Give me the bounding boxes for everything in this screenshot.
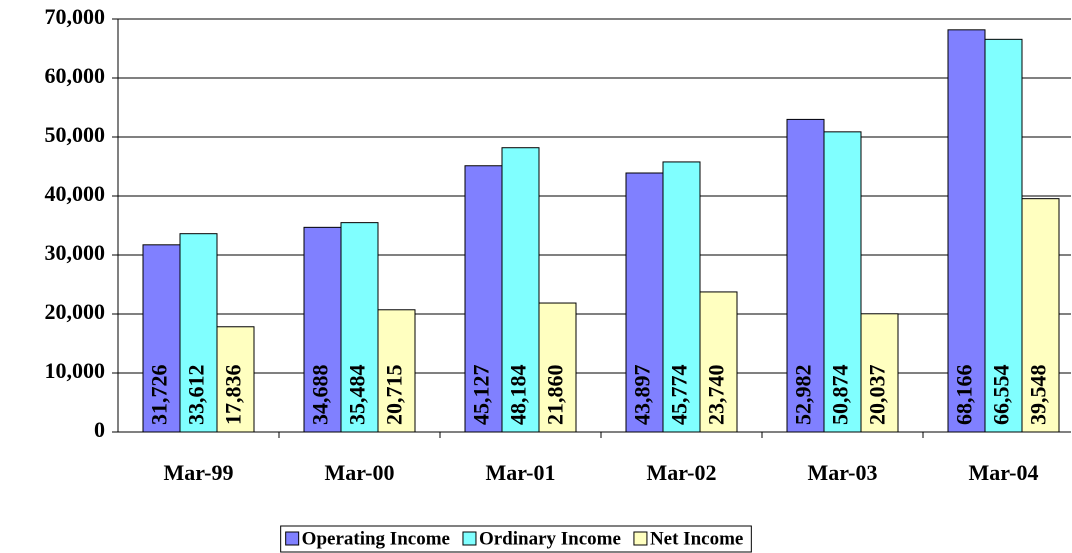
bar: [625, 172, 664, 433]
y-tick-label: 60,000: [45, 63, 106, 88]
bar: [216, 326, 255, 433]
legend-swatch: [285, 531, 300, 546]
legend-box: [280, 525, 752, 553]
legend-label: Net Income: [650, 528, 743, 549]
bar: [823, 131, 862, 433]
x-tick-label: Mar-04: [968, 460, 1038, 485]
bar: [340, 222, 379, 433]
bar: [860, 313, 899, 433]
bar: [179, 233, 218, 433]
bar: [984, 38, 1023, 433]
value-label: 33,612: [184, 365, 209, 426]
value-label: 52,982: [791, 365, 816, 426]
y-tick-label: 30,000: [45, 240, 106, 265]
bar: [303, 226, 342, 433]
value-label: 39,548: [1026, 365, 1051, 426]
legend: Operating Income Ordinary Income Net Incom…: [280, 525, 752, 553]
bar: [501, 147, 540, 433]
bar: [1021, 198, 1060, 433]
y-tick-label: 40,000: [45, 181, 106, 206]
value-label: 48,184: [506, 365, 531, 426]
x-tick-label: Mar-02: [646, 460, 716, 485]
value-label: 68,166: [952, 365, 977, 426]
value-label: 20,715: [382, 365, 407, 426]
value-label: 23,740: [704, 365, 729, 426]
value-label: 17,836: [221, 365, 246, 426]
value-label: 21,860: [543, 365, 568, 426]
value-label: 50,874: [828, 365, 853, 426]
bar: [662, 161, 701, 433]
bar: [538, 302, 577, 433]
value-label: 45,127: [469, 365, 494, 426]
bar: [699, 291, 738, 433]
x-tick-label: Mar-00: [324, 460, 394, 485]
x-tick-label: Mar-03: [807, 460, 877, 485]
value-label: 66,554: [989, 365, 1014, 426]
value-label: 20,037: [865, 365, 890, 426]
bar: [142, 244, 181, 433]
bar: [947, 29, 986, 433]
y-tick-label: 0: [94, 417, 105, 442]
y-tick-label: 70,000: [45, 4, 106, 29]
y-tick-label: 50,000: [45, 122, 106, 147]
value-label: 31,726: [147, 365, 172, 426]
legend-swatch: [633, 531, 648, 546]
value-label: 43,897: [630, 365, 655, 426]
value-label: 45,774: [667, 365, 692, 426]
x-tick-label: Mar-99: [163, 460, 233, 485]
y-tick-label: 20,000: [45, 299, 106, 324]
legend-label: Operating Income: [302, 528, 450, 549]
legend-label: Ordinary Income: [479, 528, 621, 549]
bar: [377, 309, 416, 433]
value-label: 35,484: [345, 365, 370, 426]
legend-swatch: [462, 531, 477, 546]
value-label: 34,688: [308, 365, 333, 426]
y-tick-label: 10,000: [45, 358, 106, 383]
bar: [786, 118, 825, 433]
x-tick-label: Mar-01: [485, 460, 555, 485]
